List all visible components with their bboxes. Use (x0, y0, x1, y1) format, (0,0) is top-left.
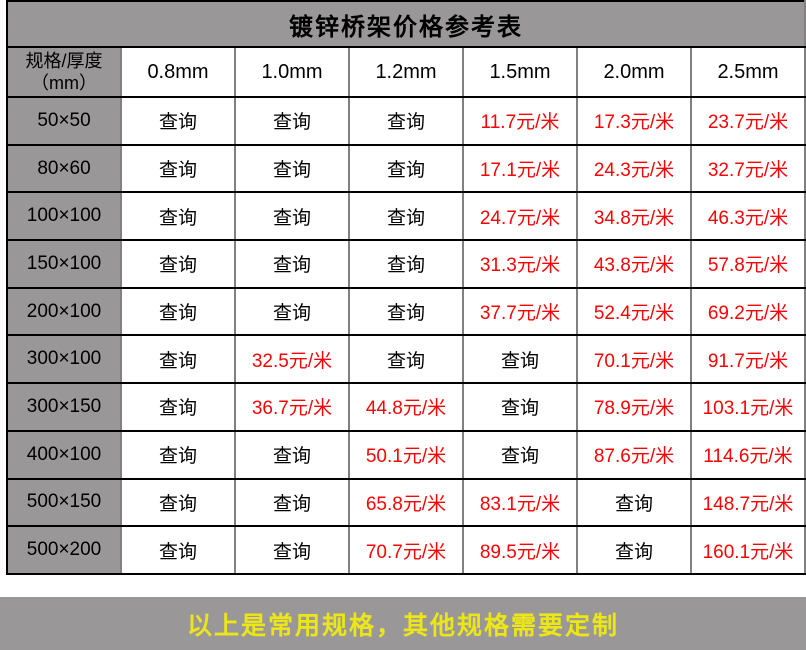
table-header-row: 规格/厚度 （mm） 0.8mm 1.0mm 1.2mm 1.5mm 2.0mm 2.5m… (6, 46, 806, 98)
price-cell: 70.7元/米 (348, 525, 464, 575)
query-cell: 查询 (234, 477, 350, 528)
table-row-400×100: 400×100 查询 查询 50.1元/米 查询 87.6元/米 114.6元/米 (6, 429, 806, 480)
footer-band: 以上是常用规格，其他规格需要定制 (0, 597, 806, 650)
price-cell: 43.8元/米 (576, 239, 692, 289)
query-cell: 查询 (234, 286, 350, 337)
price-cell: 46.3元/米 (690, 191, 806, 242)
thickness-column-header-1.2mm: 1.2mm (348, 46, 464, 98)
query-cell: 查询 (234, 239, 350, 289)
price-cell: 160.1元/米 (690, 525, 806, 575)
thickness-column-header-0.8mm: 0.8mm (120, 46, 236, 98)
price-cell: 11.7元/米 (462, 96, 578, 146)
table-row-50×50: 50×50 查询 查询 查询 11.7元/米 17.3元/米 23.7元/米 (6, 96, 806, 146)
price-cell: 44.8元/米 (348, 382, 464, 432)
price-cell: 65.8元/米 (348, 477, 464, 528)
price-cell: 87.6元/米 (576, 429, 692, 480)
spec-row-label: 50×50 (6, 96, 122, 146)
thickness-column-header-2.0mm: 2.0mm (576, 46, 692, 98)
price-cell: 36.7元/米 (234, 382, 350, 432)
price-cell: 103.1元/米 (690, 382, 806, 432)
query-cell: 查询 (348, 239, 464, 289)
spec-row-label: 300×150 (6, 382, 122, 432)
table-row-100×100: 100×100 查询 查询 查询 24.7元/米 34.8元/米 46.3元/米 (6, 191, 806, 242)
query-cell: 查询 (576, 477, 692, 528)
query-cell: 查询 (120, 191, 236, 242)
price-cell: 148.7元/米 (690, 477, 806, 528)
table-row-300×100: 300×100 查询 32.5元/米 查询 查询 70.1元/米 91.7元/米 (6, 334, 806, 385)
spec-row-label: 80×60 (6, 143, 122, 194)
table-row-300×150: 300×150 查询 36.7元/米 44.8元/米 查询 78.9元/米 103.1元/米 (6, 382, 806, 432)
query-cell: 查询 (348, 286, 464, 337)
spec-thickness-corner-header: 规格/厚度 （mm） (6, 46, 122, 98)
corner-header-line1: 规格/厚度 (25, 51, 103, 71)
price-cell: 24.7元/米 (462, 191, 578, 242)
price-cell: 57.8元/米 (690, 239, 806, 289)
query-cell: 查询 (348, 191, 464, 242)
query-cell: 查询 (234, 96, 350, 146)
table-row-200×100: 200×100 查询 查询 查询 37.7元/米 52.4元/米 69.2元/米 (6, 286, 806, 337)
query-cell: 查询 (120, 525, 236, 575)
footer-note: 以上是常用规格，其他规格需要定制 (186, 611, 619, 640)
query-cell: 查询 (234, 191, 350, 242)
query-cell: 查询 (348, 334, 464, 385)
spec-row-label: 500×150 (6, 477, 122, 528)
spec-row-label: 400×100 (6, 429, 122, 480)
title-row: 镀锌桥架价格参考表 (6, 0, 806, 48)
price-cell: 17.1元/米 (462, 143, 578, 194)
spec-row-label: 150×100 (6, 239, 122, 289)
spec-row-label: 500×200 (6, 525, 122, 575)
query-cell: 查询 (576, 525, 692, 575)
price-cell: 91.7元/米 (690, 334, 806, 385)
price-cell: 69.2元/米 (690, 286, 806, 337)
table-row-500×200: 500×200 查询 查询 70.7元/米 89.5元/米 查询 160.1元/米 (6, 525, 806, 575)
query-cell: 查询 (120, 96, 236, 146)
thickness-column-header-2.5mm: 2.5mm (690, 46, 806, 98)
query-cell: 查询 (120, 477, 236, 528)
query-cell: 查询 (120, 239, 236, 289)
price-cell: 34.8元/米 (576, 191, 692, 242)
price-cell: 114.6元/米 (690, 429, 806, 480)
price-cell: 50.1元/米 (348, 429, 464, 480)
query-cell: 查询 (120, 382, 236, 432)
query-cell: 查询 (120, 143, 236, 194)
price-table: 镀锌桥架价格参考表 规格/厚度 （mm） 0.8mm 1.0mm 1.2mm 1.5m… (6, 0, 806, 575)
spec-row-label: 300×100 (6, 334, 122, 385)
query-cell: 查询 (120, 286, 236, 337)
thickness-column-header-1.0mm: 1.0mm (234, 46, 350, 98)
price-cell: 70.1元/米 (576, 334, 692, 385)
table-row-500×150: 500×150 查询 查询 65.8元/米 83.1元/米 查询 148.7元/米 (6, 477, 806, 528)
spec-row-label: 100×100 (6, 191, 122, 242)
query-cell: 查询 (120, 334, 236, 385)
table-row-80×60: 80×60 查询 查询 查询 17.1元/米 24.3元/米 32.7元/米 (6, 143, 806, 194)
table-row-150×100: 150×100 查询 查询 查询 31.3元/米 43.8元/米 57.8元/米 (6, 239, 806, 289)
price-cell: 32.7元/米 (690, 143, 806, 194)
price-cell: 17.3元/米 (576, 96, 692, 146)
price-cell: 37.7元/米 (462, 286, 578, 337)
spec-row-label: 200×100 (6, 286, 122, 337)
query-cell: 查询 (462, 382, 578, 432)
price-cell: 89.5元/米 (462, 525, 578, 575)
page-title: 镀锌桥架价格参考表 (6, 0, 806, 48)
query-cell: 查询 (234, 525, 350, 575)
thickness-column-header-1.5mm: 1.5mm (462, 46, 578, 98)
query-cell: 查询 (234, 429, 350, 480)
query-cell: 查询 (348, 96, 464, 146)
price-cell: 24.3元/米 (576, 143, 692, 194)
query-cell: 查询 (120, 429, 236, 480)
corner-header-line2: （mm） (31, 73, 97, 93)
price-cell: 23.7元/米 (690, 96, 806, 146)
price-cell: 31.3元/米 (462, 239, 578, 289)
query-cell: 查询 (348, 143, 464, 194)
query-cell: 查询 (462, 334, 578, 385)
price-cell: 83.1元/米 (462, 477, 578, 528)
price-cell: 52.4元/米 (576, 286, 692, 337)
query-cell: 查询 (462, 429, 578, 480)
price-cell: 32.5元/米 (234, 334, 350, 385)
query-cell: 查询 (234, 143, 350, 194)
price-cell: 78.9元/米 (576, 382, 692, 432)
